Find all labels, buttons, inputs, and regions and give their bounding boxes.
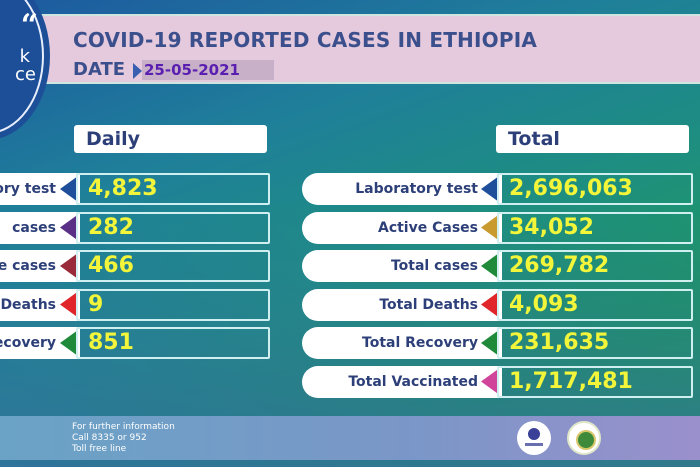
contact-line-3: Toll free line: [72, 444, 127, 454]
daily-row-value: 282: [76, 211, 270, 244]
daily-row: ecovery 851: [0, 327, 270, 359]
logo-badge: “ k ce: [0, 0, 44, 134]
daily-row-label: cases: [0, 211, 80, 244]
total-row-label: Total Deaths: [302, 288, 502, 321]
date-label: DATE: [73, 59, 126, 80]
daily-row-value: 466: [76, 250, 270, 282]
total-row-label: Total cases: [302, 250, 502, 282]
total-row: Total cases 269,782: [302, 250, 693, 282]
total-row: Total Deaths 4,093: [302, 288, 693, 321]
badge-text-2: ce: [15, 64, 36, 85]
total-row-value: 1,717,481: [497, 365, 693, 398]
total-heading: Total: [496, 125, 689, 153]
header-banner: COVID-19 REPORTED CASES IN ETHIOPIA DATE…: [26, 14, 700, 84]
total-row-value: 2,696,063: [497, 173, 693, 205]
total-row-value: 34,052: [497, 211, 693, 244]
total-row: Laboratory test 2,696,063: [302, 173, 693, 205]
total-row-value: 269,782: [497, 250, 693, 282]
daily-row-value: 851: [76, 327, 270, 359]
total-row-label: Total Vaccinated: [302, 365, 502, 398]
daily-row: e cases 466: [0, 250, 270, 282]
total-row-label: Total Recovery: [302, 327, 502, 359]
ministry-of-health-logo: [517, 421, 551, 455]
total-row-value: 231,635: [497, 327, 693, 359]
total-row: Total Recovery 231,635: [302, 327, 693, 359]
daily-row: cases 282: [0, 211, 270, 244]
total-row-label: Active Cases: [302, 211, 502, 244]
ephi-logo: [567, 421, 601, 455]
daily-heading: Daily: [74, 125, 267, 153]
daily-row-label: e cases: [0, 250, 80, 282]
date-value: 25-05-2021: [142, 60, 274, 80]
total-row-value: 4,093: [497, 288, 693, 321]
daily-row-value: 9: [76, 288, 270, 321]
footer-bar: For further information Call 8335 or 952…: [0, 416, 700, 460]
total-row-label: Laboratory test: [302, 173, 502, 205]
badge-text-1: k: [19, 46, 30, 67]
daily-row: Deaths 9: [0, 288, 270, 321]
daily-row: ory test 4,823: [0, 173, 270, 205]
total-row: Total Vaccinated 1,717,481: [302, 365, 693, 398]
quote-icon: “: [20, 8, 38, 43]
contact-line-1: For further information: [72, 422, 175, 432]
page-title: COVID-19 REPORTED CASES IN ETHIOPIA: [73, 28, 538, 52]
total-row: Active Cases 34,052: [302, 211, 693, 244]
daily-row-value: 4,823: [76, 173, 270, 205]
date-arrow-icon: [133, 63, 142, 79]
contact-line-2: Call 8335 or 952: [72, 433, 147, 443]
contact-info: For further information Call 8335 or 952…: [72, 422, 175, 455]
